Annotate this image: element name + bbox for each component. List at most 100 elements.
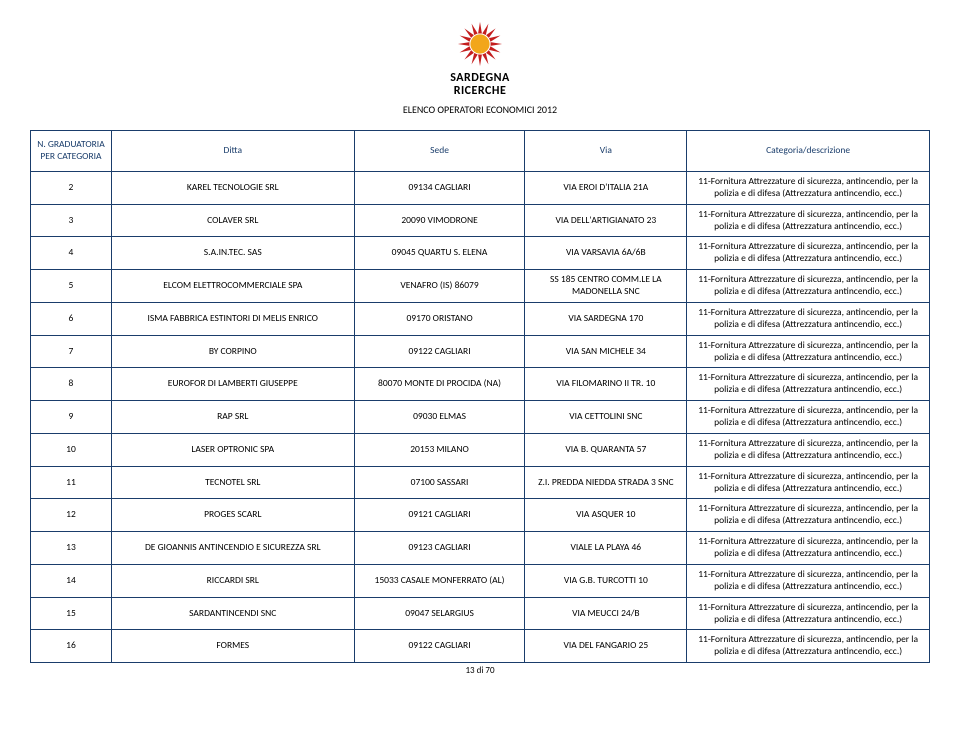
cell-via: VIA ASQUER 10 [525, 499, 687, 532]
cell-ditta: EUROFOR DI LAMBERTI GIUSEPPE [111, 368, 354, 401]
page-number: 13 di 70 [30, 665, 930, 676]
cell-n: 11 [31, 466, 112, 499]
table-row: 7BY CORPINO09122 CAGLIARIVIA SAN MICHELE… [31, 335, 930, 368]
table-row: 4S.A.IN.TEC. SAS09045 QUARTU S. ELENAVIA… [31, 237, 930, 270]
cell-category: 11-Fornitura Attrezzature di sicurezza, … [687, 401, 930, 434]
logo-text-2: RICERCHE [30, 85, 930, 98]
cell-category: 11-Fornitura Attrezzature di sicurezza, … [687, 204, 930, 237]
table-row: 11TECNOTEL SRL07100 SASSARIZ.I. PREDDA N… [31, 466, 930, 499]
cell-ditta: LASER OPTRONIC SPA [111, 433, 354, 466]
cell-sede: 09121 CAGLIARI [354, 499, 525, 532]
cell-via: VIALE LA PLAYA 46 [525, 532, 687, 565]
table-row: 12PROGES SCARL09121 CAGLIARIVIA ASQUER 1… [31, 499, 930, 532]
cell-category: 11-Fornitura Attrezzature di sicurezza, … [687, 368, 930, 401]
cell-ditta: ISMA FABBRICA ESTINTORI DI MELIS ENRICO [111, 302, 354, 335]
cell-n: 15 [31, 597, 112, 630]
sardegna-sun-icon [456, 20, 504, 68]
cell-sede: VENAFRO (IS) 86079 [354, 270, 525, 303]
cell-via: VIA G.B. TURCOTTI 10 [525, 564, 687, 597]
page-root: SARDEGNA RICERCHE ELENCO OPERATORI ECONO… [0, 0, 960, 686]
cell-sede: 09047 SELARGIUS [354, 597, 525, 630]
cell-sede: 07100 SASSARI [354, 466, 525, 499]
cell-via: VIA B. QUARANTA 57 [525, 433, 687, 466]
cell-n: 9 [31, 401, 112, 434]
cell-category: 11-Fornitura Attrezzature di sicurezza, … [687, 433, 930, 466]
cell-sede: 09122 CAGLIARI [354, 335, 525, 368]
cell-ditta: PROGES SCARL [111, 499, 354, 532]
cell-sede: 15033 CASALE MONFERRATO (AL) [354, 564, 525, 597]
cell-category: 11-Fornitura Attrezzature di sicurezza, … [687, 171, 930, 204]
cell-ditta: S.A.IN.TEC. SAS [111, 237, 354, 270]
cell-category: 11-Fornitura Attrezzature di sicurezza, … [687, 335, 930, 368]
cell-via: VIA FILOMARINO II TR. 10 [525, 368, 687, 401]
cell-sede: 80070 MONTE DI PROCIDA (NA) [354, 368, 525, 401]
cell-n: 3 [31, 204, 112, 237]
cell-sede: 09134 CAGLIARI [354, 171, 525, 204]
cell-category: 11-Fornitura Attrezzature di sicurezza, … [687, 564, 930, 597]
table-row: 14RICCARDI SRL15033 CASALE MONFERRATO (A… [31, 564, 930, 597]
table-header-row: N. GRADUATORIA PER CATEGORIA Ditta Sede … [31, 131, 930, 172]
cell-category: 11-Fornitura Attrezzature di sicurezza, … [687, 302, 930, 335]
table-row: 6ISMA FABBRICA ESTINTORI DI MELIS ENRICO… [31, 302, 930, 335]
table-row: 16FORMES09122 CAGLIARIVIA DEL FANGARIO 2… [31, 630, 930, 663]
cell-sede: 09122 CAGLIARI [354, 630, 525, 663]
col-via: Via [525, 131, 687, 172]
logo-text-1: SARDEGNA [30, 72, 930, 85]
col-sede: Sede [354, 131, 525, 172]
table-row: 10LASER OPTRONIC SPA20153 MILANOVIA B. Q… [31, 433, 930, 466]
col-ditta: Ditta [111, 131, 354, 172]
cell-n: 6 [31, 302, 112, 335]
cell-sede: 09123 CAGLIARI [354, 532, 525, 565]
cell-n: 14 [31, 564, 112, 597]
cell-category: 11-Fornitura Attrezzature di sicurezza, … [687, 499, 930, 532]
header-logo-block: SARDEGNA RICERCHE [30, 20, 930, 97]
cell-category: 11-Fornitura Attrezzature di sicurezza, … [687, 630, 930, 663]
cell-ditta: RAP SRL [111, 401, 354, 434]
cell-sede: 09030 ELMAS [354, 401, 525, 434]
cell-via: VIA SAN MICHELE 34 [525, 335, 687, 368]
cell-n: 4 [31, 237, 112, 270]
cell-n: 8 [31, 368, 112, 401]
cell-sede: 09045 QUARTU S. ELENA [354, 237, 525, 270]
cell-ditta: FORMES [111, 630, 354, 663]
cell-via: VIA DEL FANGARIO 25 [525, 630, 687, 663]
cell-via: VIA EROI D'ITALIA 21A [525, 171, 687, 204]
col-cat: Categoria/descrizione [687, 131, 930, 172]
cell-via: SS 185 CENTRO COMM.LE LA MADONELLA SNC [525, 270, 687, 303]
cell-ditta: DE GIOANNIS ANTINCENDIO E SICUREZZA SRL [111, 532, 354, 565]
cell-ditta: BY CORPINO [111, 335, 354, 368]
cell-n: 12 [31, 499, 112, 532]
cell-n: 10 [31, 433, 112, 466]
cell-category: 11-Fornitura Attrezzature di sicurezza, … [687, 237, 930, 270]
cell-category: 11-Fornitura Attrezzature di sicurezza, … [687, 532, 930, 565]
cell-ditta: COLAVER SRL [111, 204, 354, 237]
operators-table: N. GRADUATORIA PER CATEGORIA Ditta Sede … [30, 130, 930, 663]
cell-n: 2 [31, 171, 112, 204]
cell-ditta: RICCARDI SRL [111, 564, 354, 597]
cell-sede: 20090 VIMODRONE [354, 204, 525, 237]
cell-n: 5 [31, 270, 112, 303]
col-num: N. GRADUATORIA PER CATEGORIA [31, 131, 112, 172]
cell-n: 16 [31, 630, 112, 663]
table-row: 5ELCOM ELETTROCOMMERCIALE SPAVENAFRO (IS… [31, 270, 930, 303]
cell-via: VIA DELL'ARTIGIANATO 23 [525, 204, 687, 237]
cell-ditta: ELCOM ELETTROCOMMERCIALE SPA [111, 270, 354, 303]
cell-via: VIA SARDEGNA 170 [525, 302, 687, 335]
cell-sede: 09170 ORISTANO [354, 302, 525, 335]
table-row: 9RAP SRL09030 ELMASVIA CETTOLINI SNC11-F… [31, 401, 930, 434]
cell-ditta: SARDANTINCENDI SNC [111, 597, 354, 630]
table-row: 2KAREL TECNOLOGIE SRL09134 CAGLIARIVIA E… [31, 171, 930, 204]
table-body: 2KAREL TECNOLOGIE SRL09134 CAGLIARIVIA E… [31, 171, 930, 662]
cell-sede: 20153 MILANO [354, 433, 525, 466]
cell-ditta: TECNOTEL SRL [111, 466, 354, 499]
table-row: 13DE GIOANNIS ANTINCENDIO E SICUREZZA SR… [31, 532, 930, 565]
cell-via: VIA MEUCCI 24/B [525, 597, 687, 630]
table-row: 8EUROFOR DI LAMBERTI GIUSEPPE80070 MONTE… [31, 368, 930, 401]
table-row: 3COLAVER SRL20090 VIMODRONEVIA DELL'ARTI… [31, 204, 930, 237]
table-row: 15SARDANTINCENDI SNC09047 SELARGIUSVIA M… [31, 597, 930, 630]
document-title: ELENCO OPERATORI ECONOMICI 2012 [30, 103, 930, 116]
cell-category: 11-Fornitura Attrezzature di sicurezza, … [687, 466, 930, 499]
cell-via: VIA CETTOLINI SNC [525, 401, 687, 434]
cell-via: VIA VARSAVIA 6A/6B [525, 237, 687, 270]
cell-ditta: KAREL TECNOLOGIE SRL [111, 171, 354, 204]
